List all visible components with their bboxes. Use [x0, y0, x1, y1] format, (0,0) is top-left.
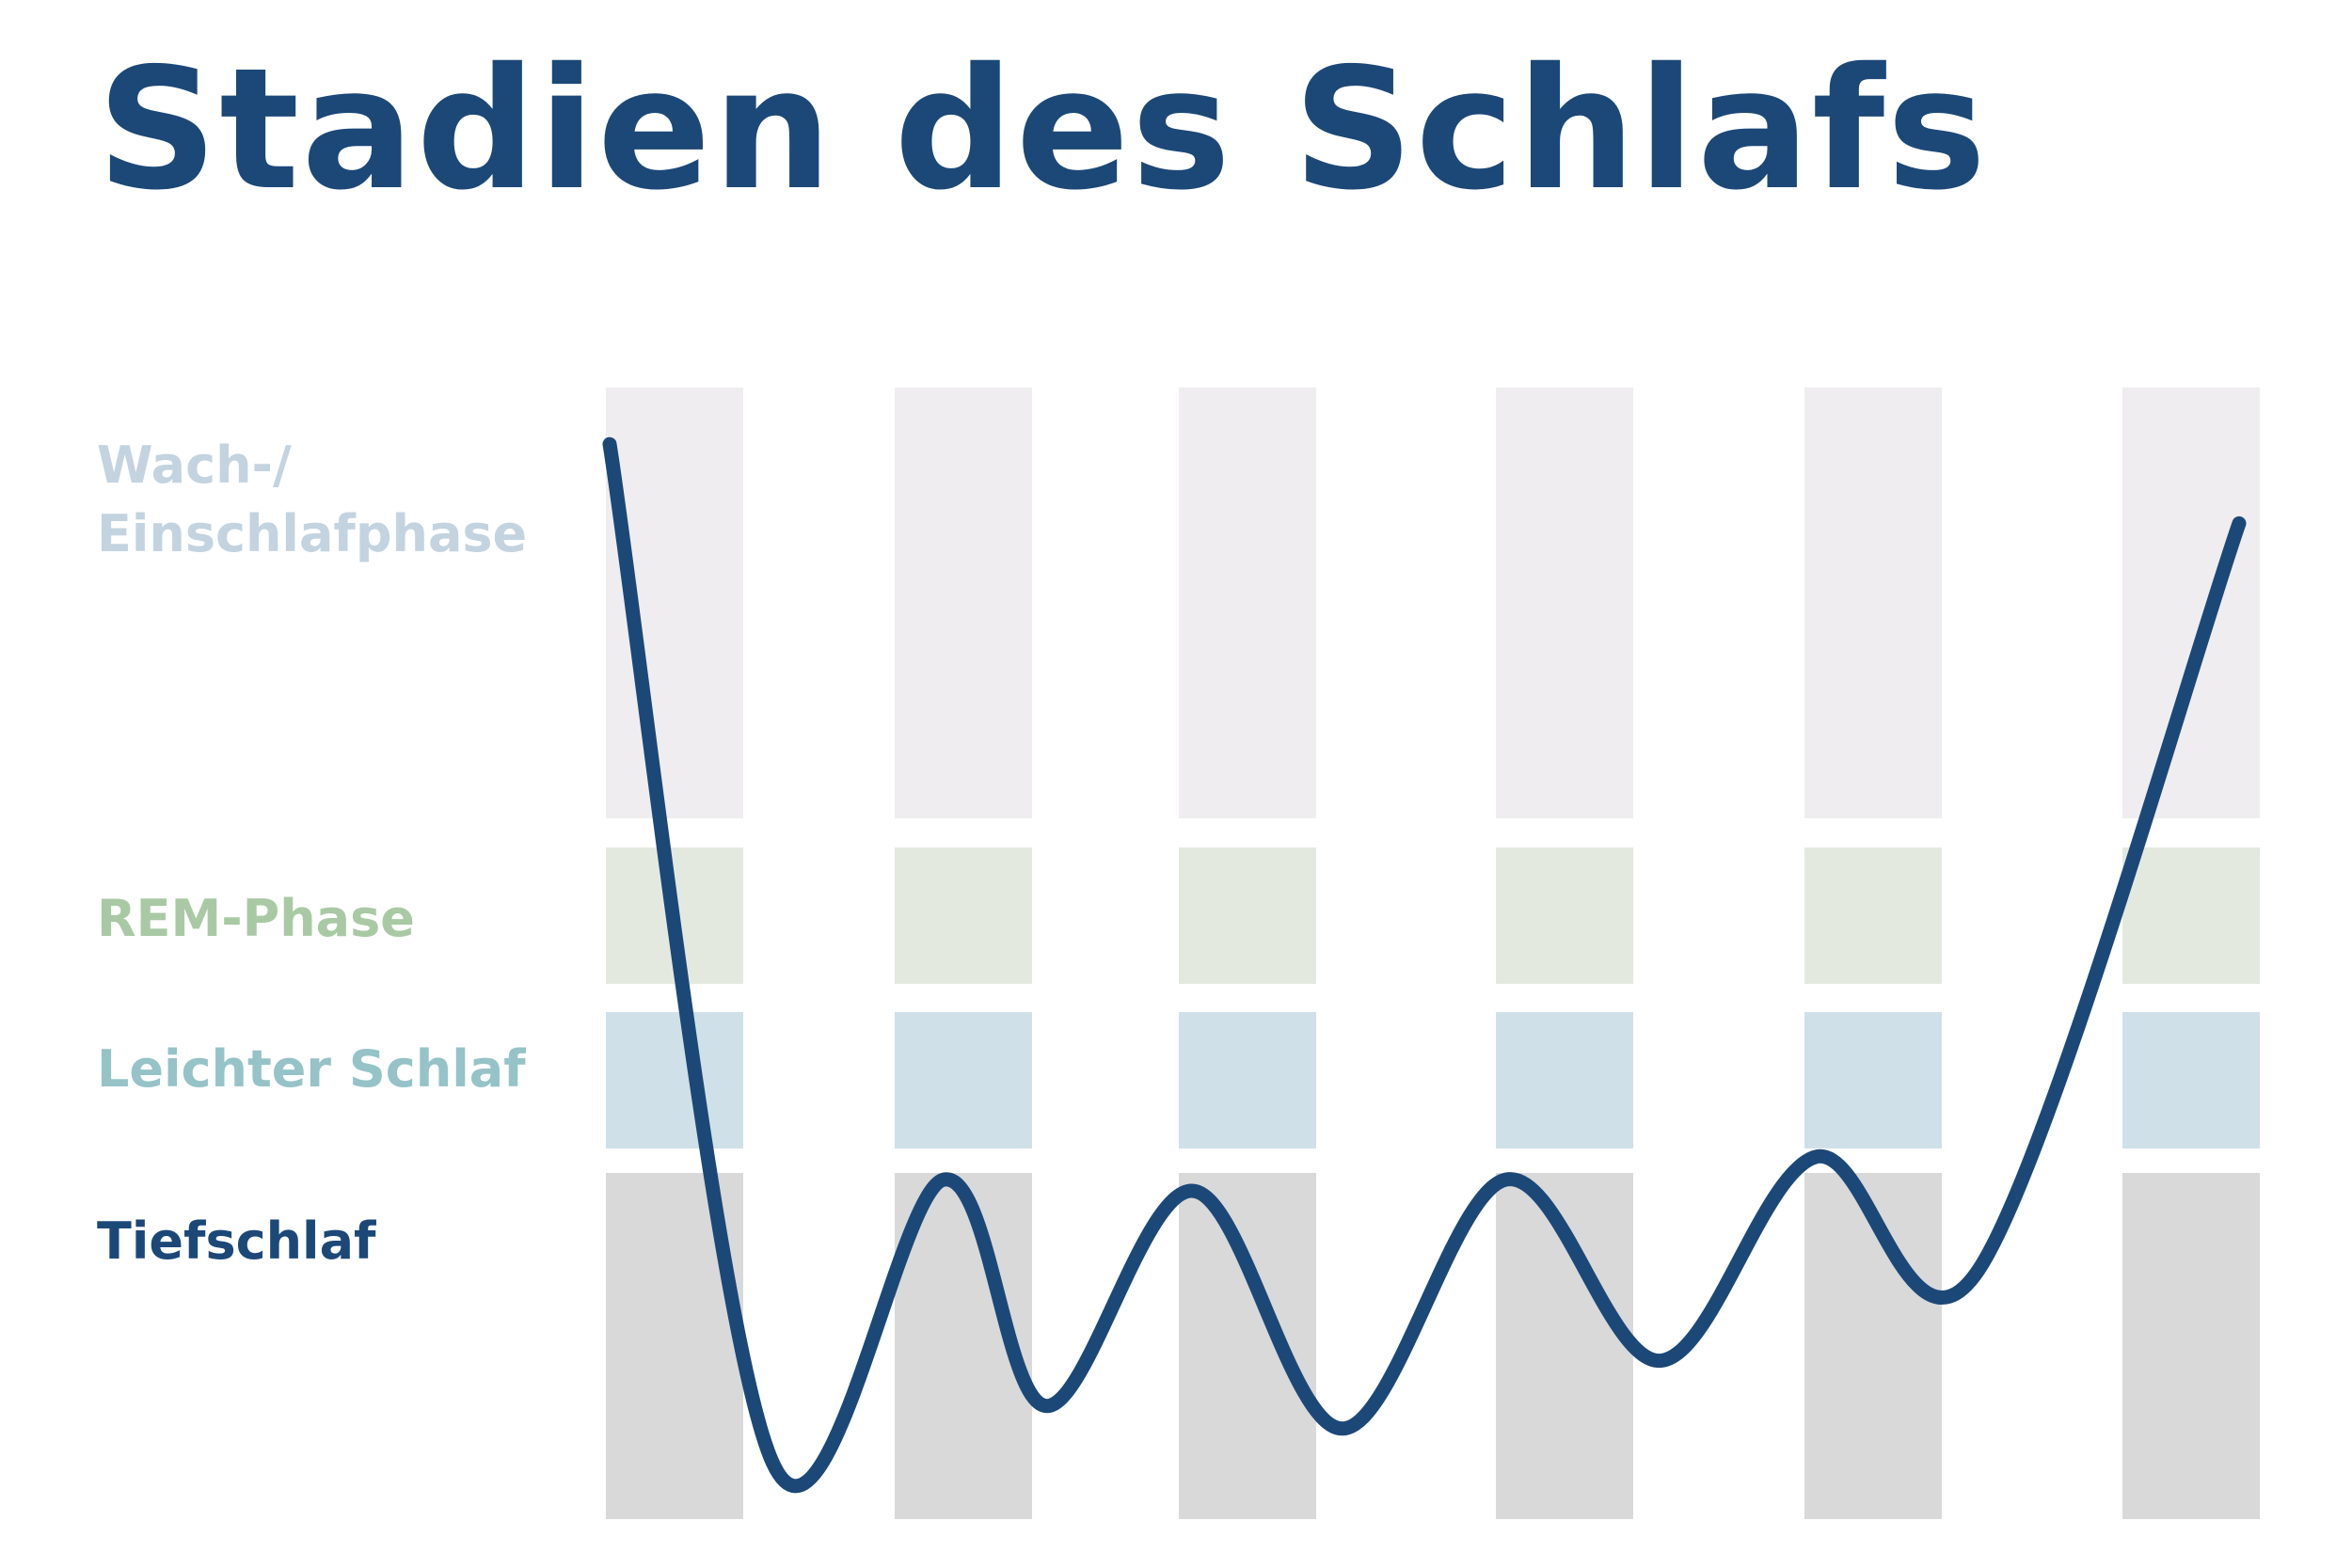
page-title: Stadien des Schlafs	[97, 32, 1989, 227]
stage-bands	[606, 388, 2260, 1519]
band-wake-2	[895, 388, 1032, 818]
stage-label-rem: REM-Phase	[97, 889, 415, 948]
band-light-3	[1179, 1012, 1316, 1148]
band-light-6	[2122, 1012, 2260, 1148]
band-light-4	[1496, 1012, 1633, 1148]
band-light-2	[895, 1012, 1032, 1148]
band-rem-3	[1179, 847, 1316, 984]
stage-label-light: Leichter Schlaf	[97, 1039, 526, 1099]
band-light-5	[1804, 1012, 1942, 1148]
stage-label-wake-line2: Einschlafphase	[97, 504, 528, 563]
band-deep-6	[2122, 1173, 2260, 1519]
band-light-1	[606, 1012, 743, 1148]
band-rem-6	[2122, 847, 2260, 984]
stage-label-deep: Tiefschlaf	[97, 1212, 376, 1271]
stage-label-wake: Wach-/ Einschlafphase	[97, 431, 527, 568]
band-rem-4	[1496, 847, 1633, 984]
band-wake-6	[2122, 388, 2260, 818]
stage-label-wake-line1: Wach-/	[97, 436, 292, 495]
band-rem-2	[895, 847, 1032, 984]
band-wake-3	[1179, 388, 1316, 818]
band-rem-5	[1804, 847, 1942, 984]
band-deep-3	[1179, 1173, 1316, 1519]
band-wake-5	[1804, 388, 1942, 818]
band-wake-4	[1496, 388, 1633, 818]
sleep-curve	[602, 436, 2247, 1494]
